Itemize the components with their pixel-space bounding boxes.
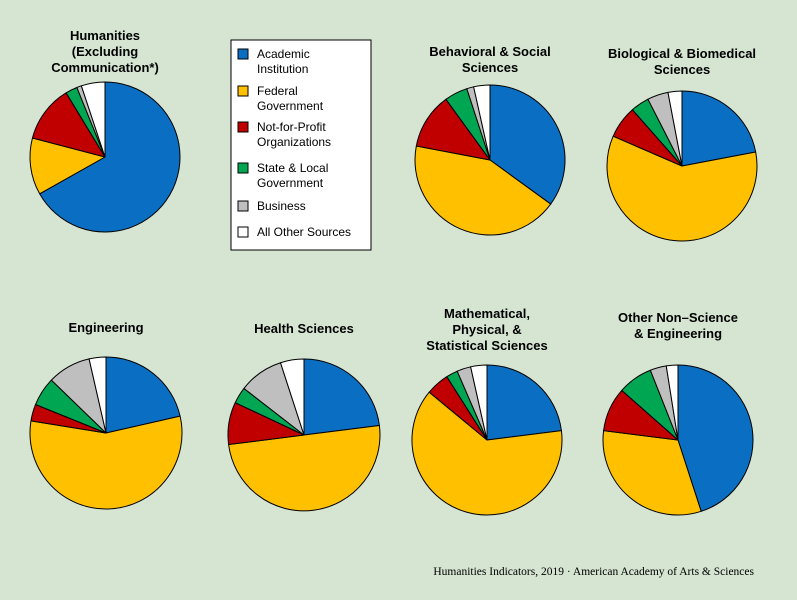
pie-slice-federal-government xyxy=(228,424,381,512)
pie-title: Communication*) xyxy=(51,60,159,75)
pie-title: Health Sciences xyxy=(254,321,354,336)
pie-slice-all-other-sources xyxy=(667,90,683,167)
pie-title: Biological & Biomedical xyxy=(608,46,756,61)
legend-swatch xyxy=(237,162,249,174)
pie-slice-all-other-sources xyxy=(280,358,305,436)
legend-item-business: Business xyxy=(237,199,306,213)
legend-swatch xyxy=(237,48,249,60)
pie-slice-all-other-sources xyxy=(470,364,488,441)
pie-title: & Engineering xyxy=(634,326,722,341)
pie-title: Mathematical, xyxy=(444,306,530,321)
legend-label: Government xyxy=(257,176,324,190)
legend-box xyxy=(230,39,372,251)
legend-label: Organizations xyxy=(257,135,331,149)
credit-text: Humanities Indicators, 2019 · American A… xyxy=(433,566,754,578)
pie-slice-federal-government xyxy=(414,145,552,236)
legend-label: Academic xyxy=(257,47,310,61)
pie-slice-academic-institution xyxy=(489,84,566,205)
pie-slice-federal-government xyxy=(411,391,563,516)
pie-slice-all-other-sources xyxy=(88,356,107,434)
pie-title: Physical, & xyxy=(452,322,521,337)
legend-label: Institution xyxy=(257,62,308,76)
pie-slice-all-other-sources xyxy=(80,81,106,158)
pie-title: Sciences xyxy=(654,62,710,77)
legend-label: Business xyxy=(257,199,306,213)
pie-title: Humanities xyxy=(70,28,140,43)
pie-slice-academic-institution xyxy=(105,356,181,434)
pie-slice-academic-institution xyxy=(486,364,562,441)
legend-item-all-other-sources: All Other Sources xyxy=(237,225,351,239)
pie-slice-federal-government xyxy=(602,430,702,516)
pie-other-non-science-engineering: Other Non–Science& Engineering xyxy=(602,310,754,516)
pie-slice-all-other-sources xyxy=(665,364,679,441)
pie-slice-federal-government xyxy=(606,135,758,242)
pie-slice-all-other-sources xyxy=(473,84,491,161)
legend: AcademicInstitutionFederalGovernmentNot-… xyxy=(230,39,372,251)
legend-label: State & Local xyxy=(257,161,328,175)
pie-slice-academic-institution xyxy=(677,364,754,512)
legend-swatch xyxy=(237,200,249,212)
pie-slice-academic-institution xyxy=(303,358,380,436)
legend-label: All Other Sources xyxy=(257,225,351,239)
legend-label: Government xyxy=(257,99,324,113)
pie-health-sciences: Health Sciences xyxy=(227,321,381,512)
pie-mathematical-physical-statistical-sciences: Mathematical,Physical, &Statistical Scie… xyxy=(411,306,563,516)
legend-label: Not-for-Profit xyxy=(257,120,326,134)
legend-swatch xyxy=(237,85,249,97)
pie-title: Other Non–Science xyxy=(618,310,738,325)
legend-swatch xyxy=(237,226,249,238)
pie-title: Behavioral & Social xyxy=(429,44,550,59)
legend-swatch xyxy=(237,121,249,133)
pie-title: (Excluding xyxy=(72,44,139,59)
pie-slice-academic-institution xyxy=(681,90,757,167)
pie-slice-academic-institution xyxy=(39,81,181,233)
pie-title: Statistical Sciences xyxy=(426,338,547,353)
pie-slice-federal-government xyxy=(29,415,183,510)
pie-engineering: Engineering xyxy=(29,320,183,510)
legend-label: Federal xyxy=(257,84,298,98)
pie-title: Engineering xyxy=(68,320,143,335)
pie-title: Sciences xyxy=(462,60,518,75)
